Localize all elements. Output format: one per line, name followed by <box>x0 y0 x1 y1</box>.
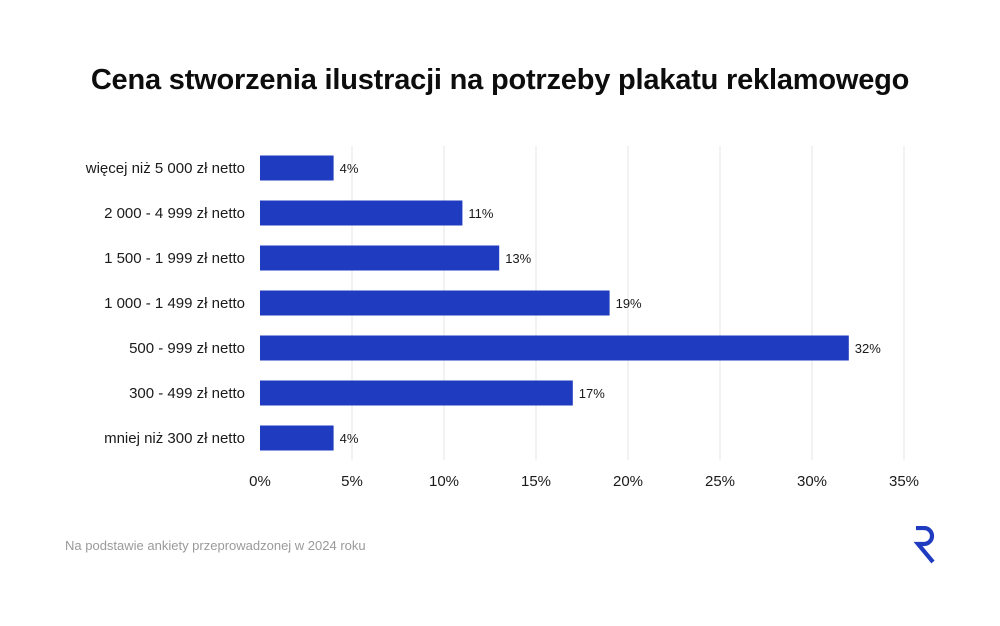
value-label: 11% <box>468 206 493 221</box>
x-tick-label: 20% <box>613 473 643 490</box>
x-tick-label: 15% <box>521 473 551 490</box>
bar <box>260 380 573 406</box>
category-label: 2 000 - 4 999 zł netto <box>104 205 245 222</box>
r-logo-icon <box>913 526 935 564</box>
bar <box>260 335 849 361</box>
value-label: 13% <box>505 251 531 266</box>
value-label: 19% <box>616 296 642 311</box>
x-tick-label: 0% <box>249 473 271 490</box>
category-labels: więcej niż 5 000 zł netto 2 000 - 4 999 z… <box>85 160 245 447</box>
x-axis-tick-labels: 0% 5% 10% 15% 20% 25% 30% 35% <box>249 473 919 490</box>
x-tick-label: 5% <box>341 473 363 490</box>
category-label: 500 - 999 zł netto <box>129 340 245 357</box>
source-note: Na podstawie ankiety przeprowadzonej w 2… <box>65 538 366 553</box>
x-tick-label: 30% <box>797 473 827 490</box>
x-tick-label: 35% <box>889 473 919 490</box>
bar <box>260 425 334 451</box>
chart-title: Cena stworzenia ilustracji na potrzeby p… <box>90 64 910 96</box>
bar <box>260 155 334 181</box>
bar <box>260 200 463 226</box>
category-label: 1 500 - 1 999 zł netto <box>104 250 245 267</box>
category-label: 1 000 - 1 499 zł netto <box>104 295 245 312</box>
bar <box>260 290 610 316</box>
bars <box>260 155 849 451</box>
bar <box>260 245 500 271</box>
value-label: 4% <box>340 431 359 446</box>
category-label: mniej niż 300 zł netto <box>104 430 245 447</box>
category-label: 300 - 499 zł netto <box>129 385 245 402</box>
value-label: 4% <box>340 161 359 176</box>
value-labels: 4% 11% 13% 19% 32% 17% 4% <box>340 161 882 446</box>
category-label: więcej niż 5 000 zł netto <box>85 160 245 177</box>
value-label: 32% <box>855 341 881 356</box>
x-tick-label: 25% <box>705 473 735 490</box>
x-tick-label: 10% <box>429 473 459 490</box>
value-label: 17% <box>579 386 605 401</box>
